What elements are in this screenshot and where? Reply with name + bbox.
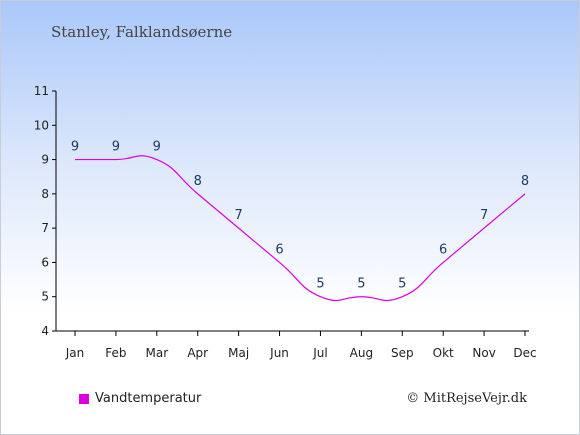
- y-tick-label: 11: [34, 84, 49, 98]
- y-ticks: 4 5 6 7 8 9 10 11: [34, 84, 56, 338]
- data-label: 9: [112, 140, 120, 155]
- y-tick-label: 7: [41, 221, 49, 235]
- x-tick-label: Sep: [391, 346, 414, 360]
- x-tick-label: Feb: [105, 346, 126, 360]
- data-label: 9: [153, 140, 161, 155]
- series-line-vandtemperatur: [75, 155, 526, 302]
- data-label: 5: [398, 277, 406, 292]
- x-tick-label: Jan: [65, 346, 85, 360]
- x-tick-label: Mar: [145, 346, 168, 360]
- data-labels: 9 9 9 8 7 6 5 5 5 6 7 8: [71, 140, 529, 292]
- location-title: Stanley, Falklandsøerne: [51, 23, 233, 41]
- y-tick-label: 4: [41, 324, 49, 338]
- y-tick-label: 9: [41, 153, 49, 167]
- data-label: 5: [316, 277, 324, 292]
- x-tick-label: Apr: [187, 346, 208, 360]
- data-label: 5: [357, 277, 365, 292]
- y-tick-label: 6: [41, 255, 49, 269]
- y-tick-label: 5: [41, 290, 49, 304]
- x-tick-label: Okt: [433, 346, 454, 360]
- data-label: 8: [521, 174, 529, 189]
- y-tick-label: 8: [41, 187, 49, 201]
- x-tick-label: Jul: [312, 346, 327, 360]
- data-label: 8: [194, 174, 202, 189]
- x-tick-label: Aug: [350, 346, 373, 360]
- copyright-text: © MitRejseVejr.dk: [406, 391, 527, 406]
- data-label: 6: [439, 242, 447, 257]
- y-tick-label: 10: [34, 118, 49, 132]
- x-tick-label: Jun: [269, 346, 289, 360]
- data-label: 7: [234, 208, 242, 223]
- x-tick-label: Nov: [472, 346, 495, 360]
- x-tick-label: Maj: [228, 346, 249, 360]
- legend-swatch: [79, 393, 89, 404]
- data-label: 6: [275, 242, 283, 257]
- x-tick-label: Dec: [513, 346, 536, 360]
- x-ticks: Jan Feb Mar Apr Maj Jun Jul Aug Sep Okt Nov Dec: [65, 331, 537, 360]
- data-label: 7: [480, 208, 488, 223]
- legend: Vandtemperatur: [79, 391, 201, 406]
- data-label: 9: [71, 140, 79, 155]
- legend-label: Vandtemperatur: [95, 391, 202, 406]
